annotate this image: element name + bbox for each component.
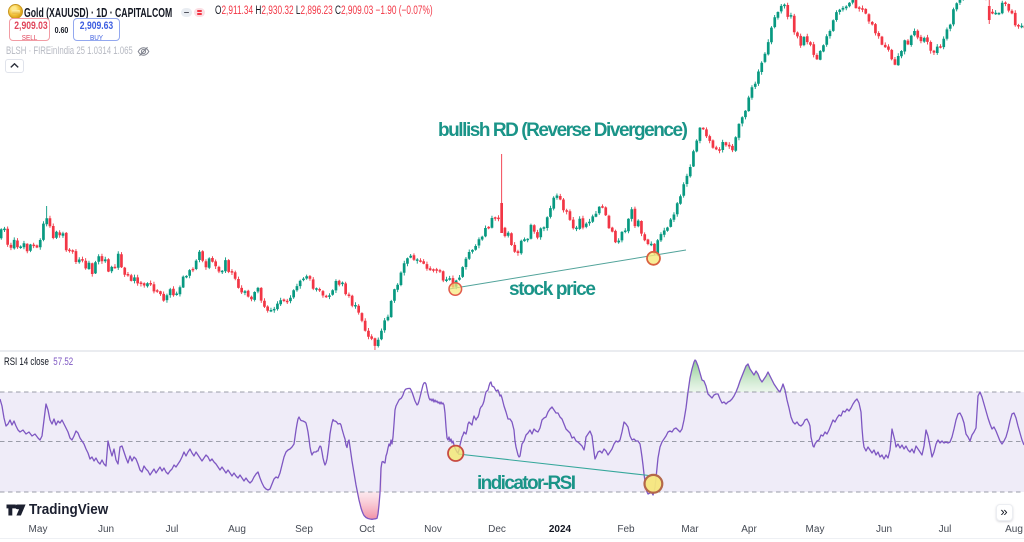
svg-text:stock price: stock price: [509, 279, 596, 300]
svg-text:bullish RD (Reverse Divergence: bullish RD (Reverse Divergence): [438, 120, 688, 141]
svg-text:indicator-RSI: indicator-RSI: [477, 473, 576, 494]
